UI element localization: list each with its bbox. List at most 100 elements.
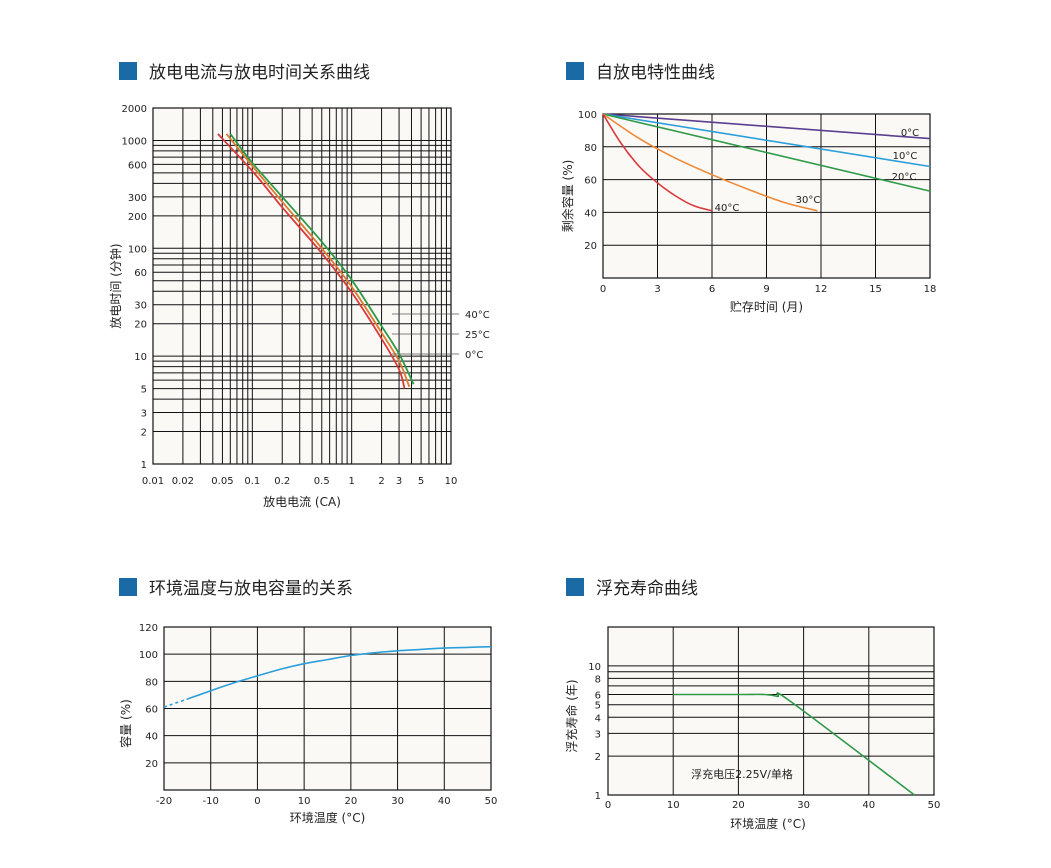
title-square-icon: [119, 61, 137, 80]
y-tick-label: 60: [145, 705, 158, 716]
y-axis-label: 剩余容量 (%): [560, 160, 575, 233]
legend-label: 0°C: [465, 350, 483, 361]
series-line: [602, 113, 931, 168]
series-label: 40°C: [715, 203, 740, 214]
chart2-title-text: 自放电特性曲线: [596, 63, 715, 83]
y-tick-label: 100: [128, 244, 147, 255]
x-axis-label: 环境温度 (°C): [730, 816, 806, 831]
annotation-text: 浮充电压2.25V/单格: [691, 767, 793, 781]
x-tick-label: 3: [654, 284, 660, 295]
x-tick-label: 10: [298, 796, 311, 807]
y-tick-label: 4: [595, 713, 601, 724]
chart1-title-text: 放电电流与放电时间关系曲线: [149, 63, 370, 83]
x-tick-label: 3: [396, 476, 402, 487]
x-tick-label: 18: [924, 284, 937, 295]
x-tick-label: 10: [667, 800, 680, 811]
series-line: [602, 113, 713, 212]
series-line: [217, 133, 406, 389]
y-tick-label: 100: [139, 650, 158, 661]
x-tick-label: 15: [869, 284, 882, 295]
x-tick-label: 5: [418, 476, 424, 487]
y-tick-label: 3: [595, 729, 601, 740]
series-line: [602, 113, 931, 140]
y-tick-label: 80: [584, 143, 597, 154]
y-tick-label: 120: [139, 623, 158, 634]
x-tick-label: 0.01: [142, 476, 164, 487]
x-tick-label: 9: [763, 284, 769, 295]
y-tick-label: 3: [141, 409, 147, 420]
y-tick-label: 2: [141, 428, 147, 439]
y-tick-label: 1000: [122, 136, 147, 147]
y-tick-label: 5: [595, 701, 601, 712]
y-tick-label: 20: [584, 241, 597, 252]
x-tick-label: 20: [344, 796, 357, 807]
series-line: [673, 692, 915, 796]
legend-label: 25°C: [465, 330, 490, 341]
series-label: 20°C: [892, 172, 917, 183]
chart3-title: 环境温度与放电容量的关系: [119, 574, 353, 599]
x-tick-label: 20: [732, 800, 745, 811]
plot-frame: [152, 107, 452, 465]
x-tick-label: 0.02: [172, 476, 194, 487]
x-tick-label: 50: [928, 800, 941, 811]
x-tick-label: 10: [445, 476, 458, 487]
plot-frame: [607, 626, 935, 796]
plot-frame: [163, 626, 492, 791]
series-line: [602, 113, 818, 212]
chart4-title: 浮充寿命曲线: [566, 574, 698, 599]
x-tick-label: 0: [605, 800, 611, 811]
series-line: [229, 133, 415, 385]
chart1-title: 放电电流与放电时间关系曲线: [119, 58, 370, 83]
title-square-icon: [566, 577, 584, 596]
x-tick-label: 0.1: [244, 476, 260, 487]
y-tick-label: 20: [134, 320, 147, 331]
x-tick-label: 0: [254, 796, 260, 807]
y-axis-label: 浮充寿命 (年): [564, 679, 579, 752]
series-line: [225, 133, 411, 388]
chart4-title-text: 浮充寿命曲线: [596, 579, 698, 599]
y-tick-label: 2: [595, 752, 601, 763]
y-tick-label: 8: [595, 674, 601, 685]
series-line: [187, 645, 492, 700]
x-tick-label: 0.5: [314, 476, 330, 487]
plot-area: [608, 627, 934, 795]
y-tick-label: 1: [141, 460, 147, 471]
y-tick-label: 60: [134, 268, 147, 279]
y-tick-label: 40: [145, 732, 158, 743]
y-tick-label: 10: [588, 662, 601, 673]
x-tick-label: 0.2: [274, 476, 290, 487]
x-tick-label: 12: [815, 284, 828, 295]
x-tick-label: -20: [156, 796, 172, 807]
x-axis-label: 环境温度 (°C): [290, 810, 366, 825]
y-tick-label: 2000: [122, 104, 147, 115]
x-tick-label: 40: [438, 796, 451, 807]
legend-label: 40°C: [465, 310, 490, 321]
y-tick-label: 30: [134, 301, 147, 312]
x-tick-label: -10: [203, 796, 219, 807]
y-tick-label: 60: [584, 176, 597, 187]
series-label: 10°C: [893, 151, 918, 162]
x-tick-label: 2: [378, 476, 384, 487]
x-tick-label: 50: [485, 796, 498, 807]
y-tick-label: 200: [128, 212, 147, 223]
chart3-title-text: 环境温度与放电容量的关系: [149, 579, 353, 599]
title-square-icon: [566, 61, 584, 80]
series-line-dashed: [163, 698, 188, 708]
x-tick-label: 1: [348, 476, 354, 487]
series-line: [602, 113, 931, 192]
plot-area: [153, 108, 451, 464]
x-tick-label: 6: [709, 284, 715, 295]
y-tick-label: 20: [145, 759, 158, 770]
x-tick-label: 0: [600, 284, 606, 295]
series-label: 0°C: [901, 128, 919, 139]
y-tick-label: 40: [584, 208, 597, 219]
y-tick-label: 6: [595, 691, 601, 702]
y-tick-label: 300: [128, 193, 147, 204]
x-tick-label: 30: [797, 800, 810, 811]
x-tick-label: 40: [862, 800, 875, 811]
x-tick-label: 30: [391, 796, 404, 807]
chart2-title: 自放电特性曲线: [566, 58, 715, 83]
x-axis-label: 贮存时间 (月): [730, 299, 803, 314]
y-tick-label: 100: [578, 110, 597, 121]
